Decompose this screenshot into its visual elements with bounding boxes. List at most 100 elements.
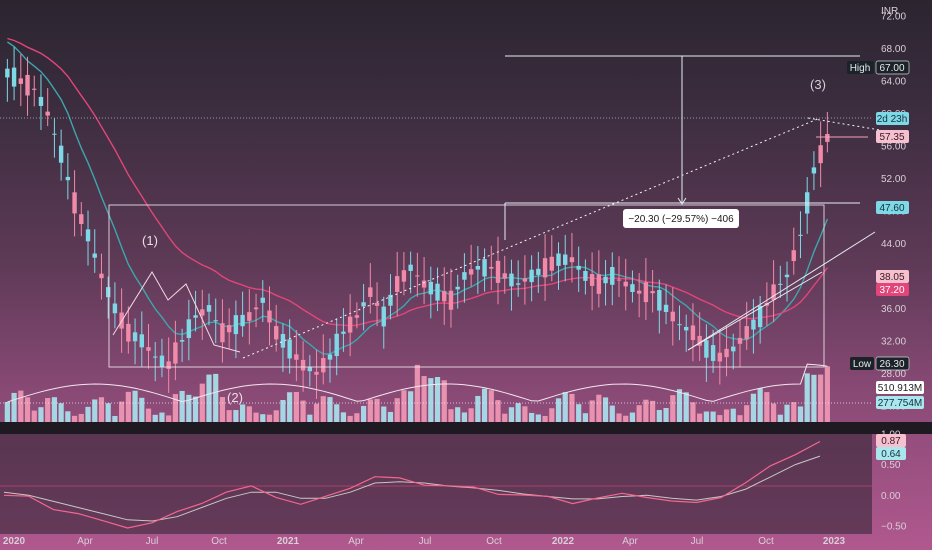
volume-bar [770,403,777,422]
candle-body [166,361,171,369]
volume-bar [327,397,333,422]
candle-body [381,306,386,327]
volume-bar [38,407,44,422]
volume-bar [45,398,51,422]
candle-body [65,176,71,181]
price-tick: 52.00 [881,174,906,185]
volume-value: 510.913M [878,383,922,394]
candle-body [132,332,138,342]
volume-bar [582,413,588,422]
candle-body [159,355,165,367]
price-tick: 28.00 [881,369,906,380]
ema-fast-price: 38.05 [879,272,904,283]
price-tick: 44.00 [881,239,906,250]
volume-bar [555,398,562,422]
volume-bar [139,397,145,422]
high-tag-box [847,61,874,74]
time-axis[interactable]: 2020 Apr Jul Oct 2021 Apr Jul Oct 2022 Apr Jul Oct 2… [3,536,846,547]
volume-bar [240,404,246,422]
wave-3-label: (3) [810,77,826,92]
candle-body [818,145,823,164]
volume-bar [4,402,10,422]
candle-body [274,326,279,340]
volume-bar [703,411,709,422]
candle-body [260,297,265,303]
volume-bar [650,400,656,422]
high-price-box [875,60,910,75]
volume-bar [159,412,165,422]
indicator-tick: 0.50 [881,460,901,471]
candle-body [737,337,743,344]
candle-body [79,214,84,225]
time-tick: Apr [348,536,364,547]
volume-bar [475,395,481,422]
price-tick: 68.00 [881,44,906,55]
candle-body [536,268,541,275]
candle-body [92,253,97,258]
volume-bar [455,407,461,422]
volume-bar [791,402,797,422]
indicator-main-value: 0.87 [881,436,901,447]
volume-bar [273,410,279,422]
volume-bar [549,408,555,422]
high-tag: High [850,63,871,74]
volume-bar [354,413,360,422]
volume-bar [334,404,340,422]
volume-bar [481,388,488,422]
volume-bar [757,388,763,422]
volume-bar [58,403,64,422]
volume-bar [676,389,683,422]
volume-bar [307,414,313,422]
volume-bar [690,402,696,422]
volume-bar [374,398,380,422]
ema-slow-box [876,283,909,296]
low-price: 26.30 [879,359,904,370]
candle-body [139,334,144,348]
time-tick: 2023 [823,536,846,547]
candle-body [233,315,239,335]
candle-body [704,340,709,358]
volume-bar [132,390,138,422]
price-axis[interactable]: 72.0068.0064.0060.0056.0052.0048.0044.00… [881,12,906,445]
candle-body [771,284,776,300]
candle-body [421,280,427,288]
volume-bar [488,390,494,422]
candle-body [105,287,111,298]
candle-body [751,319,756,330]
volume-bar [697,413,703,422]
candle-body [522,278,528,282]
volume-bar [172,394,178,422]
volume-bar [199,383,205,422]
candle-body [294,354,299,360]
volume-bar [804,373,810,422]
candle-body [589,274,595,286]
volume-bar [119,401,125,422]
volume-bar [367,399,373,422]
indicator-signal [3,455,821,522]
candle-body [32,88,37,90]
candle-body [200,309,205,316]
candle-body [724,348,729,358]
range-box [108,204,825,368]
volume-bar [730,408,736,422]
price-tick: 36.00 [881,304,906,315]
volume-bar [340,412,347,422]
price-tick: 64.00 [881,77,906,88]
candle-body [153,356,158,358]
volume-bar [98,397,105,422]
indicator-tick: −0.50 [881,521,907,532]
candle-body [603,276,608,284]
volume-bar [186,394,192,422]
candle-body [784,274,790,278]
volume-bar [85,406,91,422]
level1-box [876,201,909,214]
measure-label-box [623,209,739,228]
currency-label: INR [881,6,898,17]
volume-bar [24,397,31,422]
candle-body [468,269,474,275]
candle-body [744,326,749,340]
candle-body [623,281,628,287]
measure-label: −20.30 (−29.57%) −406 [628,214,734,225]
volume-bar [515,403,521,422]
